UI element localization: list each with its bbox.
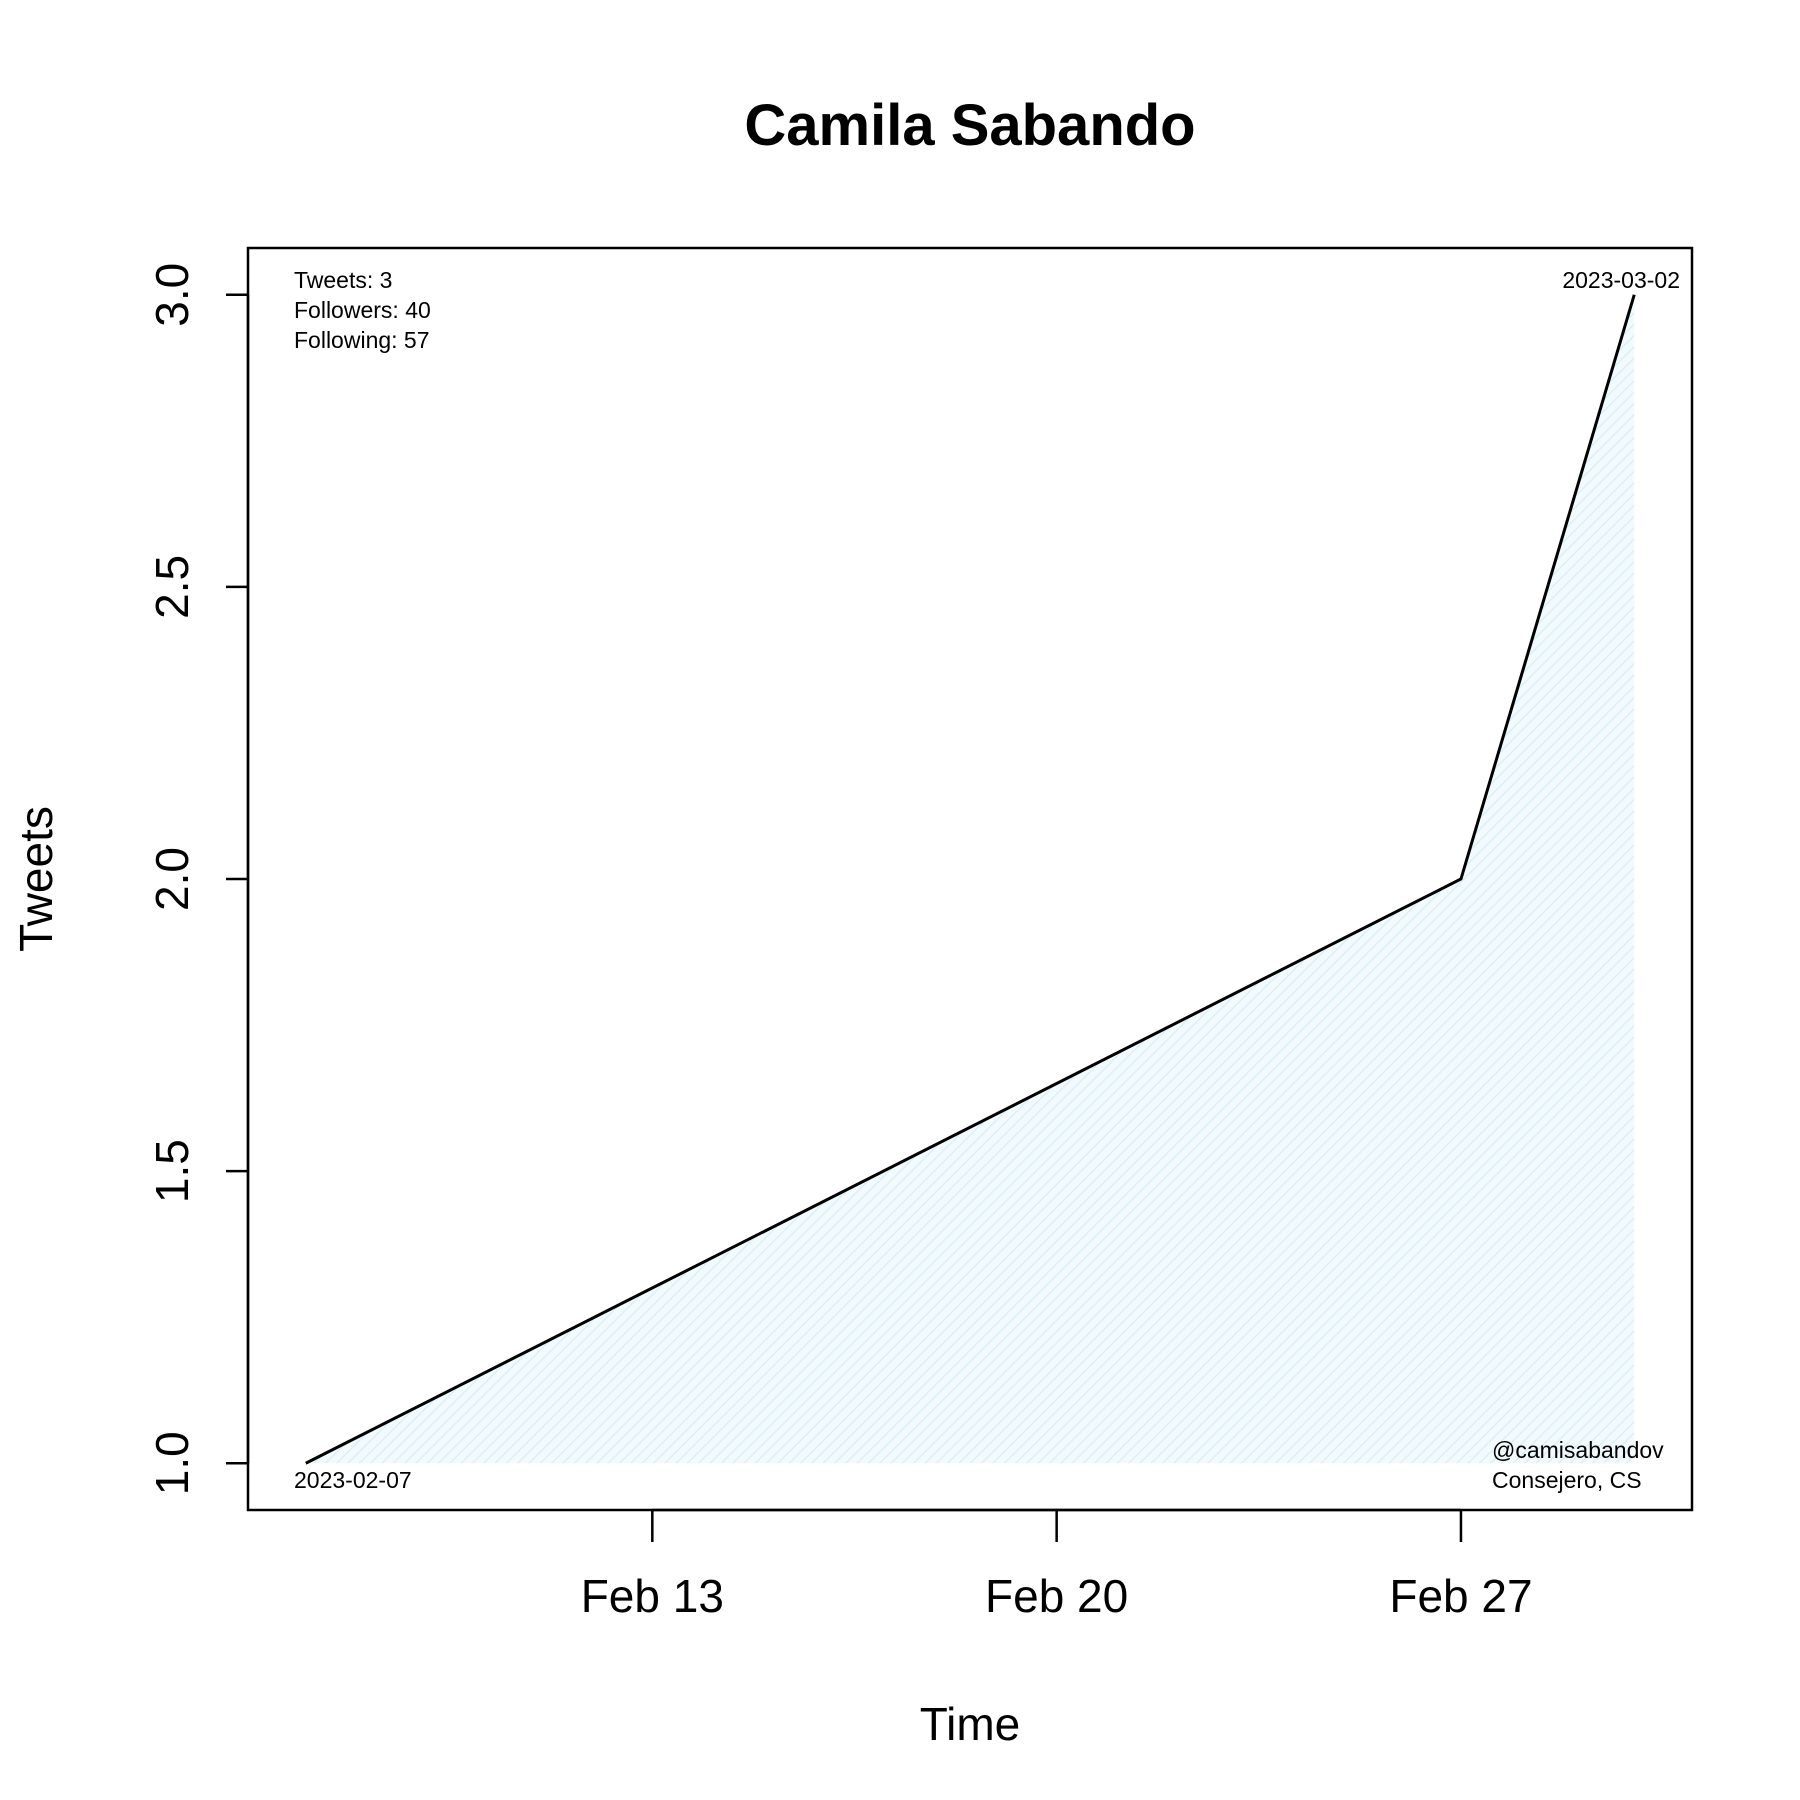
y-tick-label: 1.0 xyxy=(146,1431,198,1495)
stats-annotation: Tweets: 3 Followers: 40 Following: 57 xyxy=(294,267,431,353)
y-axis: 1.0 1.5 2.0 2.5 3.0 xyxy=(146,263,250,1495)
role-label: Consejero, CS xyxy=(1492,1467,1642,1493)
x-tick-label: Feb 20 xyxy=(985,1570,1128,1622)
y-tick-label: 2.5 xyxy=(146,555,198,619)
y-tick-label: 3.0 xyxy=(146,263,198,327)
stats-followers: Followers: 40 xyxy=(294,297,431,323)
x-tick-label: Feb 13 xyxy=(581,1570,724,1622)
end-date-label: 2023-03-02 xyxy=(1562,267,1680,293)
y-axis-title: Tweets xyxy=(10,806,62,952)
stats-tweets: Tweets: 3 xyxy=(294,267,392,293)
x-tick-label: Feb 27 xyxy=(1389,1570,1532,1622)
y-tick-label: 2.0 xyxy=(146,847,198,911)
series-line xyxy=(305,294,1636,1465)
x-axis: Feb 13 Feb 20 Feb 27 xyxy=(581,1508,1533,1622)
stats-following: Following: 57 xyxy=(294,327,430,353)
y-tick-label: 1.5 xyxy=(146,1139,198,1203)
handle-label: @camisabandov xyxy=(1492,1437,1664,1463)
chart-title: Camila Sabando xyxy=(744,93,1195,158)
series-area-fill xyxy=(305,294,1635,1464)
start-date-label: 2023-02-07 xyxy=(294,1467,412,1493)
x-axis-title: Time xyxy=(920,1698,1021,1750)
